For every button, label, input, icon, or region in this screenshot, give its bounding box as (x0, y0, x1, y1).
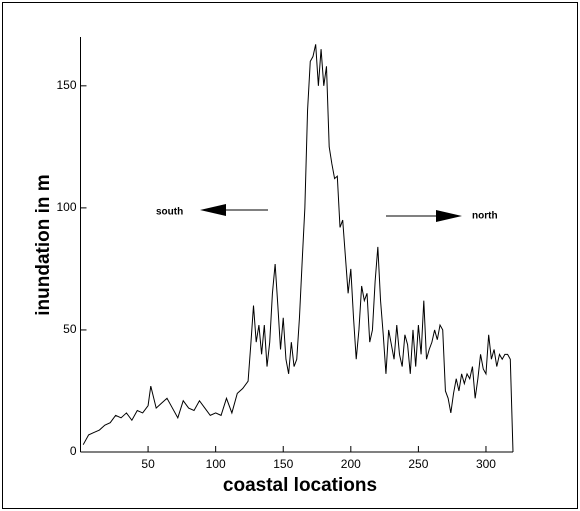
y-tick-label: 50 (63, 322, 77, 336)
x-tick-label: 200 (341, 457, 361, 471)
x-tick-label: 250 (408, 457, 428, 471)
y-tick-label: 100 (56, 200, 76, 214)
x-axis-label: coastal locations (223, 475, 377, 496)
annotation: north (472, 211, 498, 222)
arrowhead (436, 210, 462, 222)
x-tick-label: 150 (273, 457, 293, 471)
arrowhead (200, 204, 226, 216)
y-axis-label: inundation in m (33, 174, 54, 315)
x-tick-label: 50 (141, 457, 155, 471)
y-tick-label: 0 (70, 444, 77, 458)
x-tick-label: 100 (206, 457, 226, 471)
x-tick-label: 300 (476, 457, 496, 471)
data-line (82, 44, 514, 453)
annotation: south (156, 207, 183, 218)
y-tick-label: 150 (56, 78, 76, 92)
